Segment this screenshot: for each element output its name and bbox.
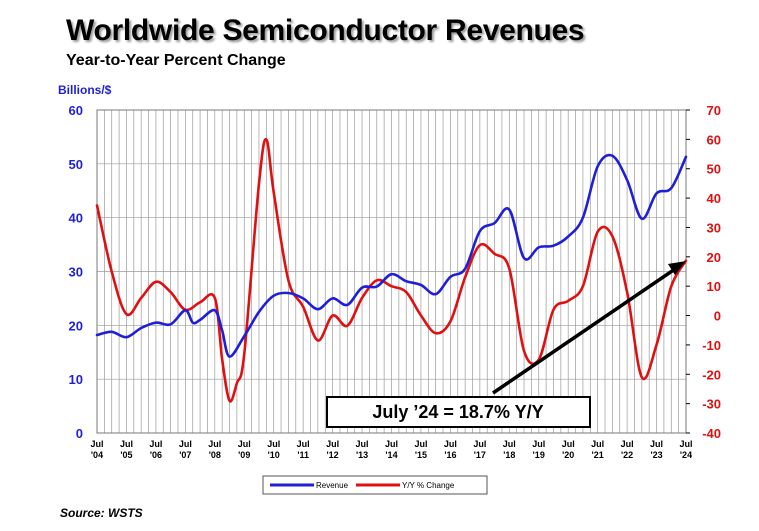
left-tick-label: 0 — [76, 426, 83, 441]
x-tick-month: Jul — [90, 439, 103, 449]
x-tick-year: '16 — [444, 450, 456, 460]
x-tick-month: Jul — [356, 439, 369, 449]
x-tick-year: '14 — [385, 450, 397, 460]
x-tick-year: '11 — [297, 450, 309, 460]
x-tick-month: Jul — [238, 439, 251, 449]
x-tick-year: '20 — [562, 450, 574, 460]
right-tick-label: 10 — [707, 279, 721, 294]
x-tick-month: Jul — [326, 439, 339, 449]
x-tick-month: Jul — [385, 439, 398, 449]
annotation-arrow-head — [668, 261, 686, 275]
x-tick-year: '21 — [592, 450, 604, 460]
x-tick-year: '10 — [268, 450, 280, 460]
x-tick-year: '07 — [179, 450, 191, 460]
x-tick-month: Jul — [297, 439, 310, 449]
x-tick-year: '22 — [621, 450, 633, 460]
left-tick-label: 50 — [69, 157, 83, 172]
x-tick-year: '18 — [503, 450, 515, 460]
left-axis-ticks: 0 10 20 30 40 50 60 — [69, 103, 83, 441]
x-tick-year: '17 — [474, 450, 486, 460]
x-tick-year: '23 — [650, 450, 662, 460]
series-layer — [95, 138, 688, 403]
annotation: July ’24 = 18.7% Y/Y — [326, 261, 686, 428]
x-tick-month: Jul — [562, 439, 575, 449]
right-tick-label: 70 — [707, 103, 721, 118]
left-tick-label: 10 — [69, 372, 83, 387]
right-tick-label: -30 — [702, 397, 721, 412]
annotation-arrow-line — [492, 265, 679, 395]
source-note: Source: WSTS — [60, 506, 143, 520]
left-tick-label: 60 — [69, 103, 83, 118]
x-tick-year: '06 — [150, 450, 162, 460]
x-tick-month: Jul — [532, 439, 545, 449]
x-tick-month: Jul — [650, 439, 663, 449]
right-tick-label: -20 — [702, 367, 721, 382]
plot-frame — [96, 109, 687, 434]
chart-subtitle: Year-to-Year Percent Change — [66, 52, 286, 69]
right-tick-label: -10 — [702, 338, 721, 353]
x-tick-year: '24 — [680, 450, 692, 460]
x-tick-month: Jul — [621, 439, 634, 449]
x-axis-ticks: Jul'04Jul'05Jul'06Jul'07Jul'08Jul'09Jul'… — [90, 439, 692, 460]
x-tick-month: Jul — [444, 439, 457, 449]
right-tick-label: 30 — [707, 220, 721, 235]
grid-lines — [96, 109, 687, 434]
right-tick-label: 0 — [714, 309, 721, 324]
left-tick-label: 20 — [69, 318, 83, 333]
right-tick-label: 40 — [707, 191, 721, 206]
chart-title: Worldwide Semiconductor Revenues — [66, 14, 585, 47]
x-tick-month: Jul — [679, 439, 692, 449]
annotation-box — [326, 396, 591, 428]
series-line-yoy — [95, 138, 688, 403]
x-tick-month: Jul — [149, 439, 162, 449]
left-tick-label: 40 — [69, 211, 83, 226]
annotation-text: July ’24 = 18.7% Y/Y — [372, 402, 543, 422]
legend: Revenue Y/Y % Change — [262, 475, 488, 495]
x-tick-year: '19 — [533, 450, 545, 460]
x-tick-month: Jul — [179, 439, 192, 449]
x-tick-month: Jul — [208, 439, 221, 449]
legend-label-revenue: Revenue — [316, 481, 349, 490]
legend-label-yoy: Y/Y % Change — [402, 481, 455, 490]
right-tick-label: 50 — [707, 162, 721, 177]
x-tick-month: Jul — [267, 439, 280, 449]
right-tick-label: 60 — [707, 132, 721, 147]
x-tick-month: Jul — [503, 439, 516, 449]
left-axis-label: Billions/$ — [58, 83, 112, 97]
right-tick-label: -40 — [702, 426, 721, 441]
right-axis-ticks: -40 -30 -20 -10 0 10 20 30 40 50 60 70 — [686, 103, 721, 441]
x-tick-month: Jul — [473, 439, 486, 449]
left-tick-label: 30 — [69, 265, 83, 280]
x-tick-month: Jul — [120, 439, 133, 449]
x-tick-year: '05 — [120, 450, 132, 460]
x-tick-year: '08 — [209, 450, 221, 460]
x-tick-year: '12 — [327, 450, 339, 460]
x-tick-year: '04 — [91, 450, 103, 460]
x-tick-year: '09 — [238, 450, 250, 460]
right-tick-label: 20 — [707, 250, 721, 265]
x-tick-year: '15 — [415, 450, 427, 460]
x-tick-month: Jul — [414, 439, 427, 449]
x-tick-month: Jul — [591, 439, 604, 449]
x-tick-year: '13 — [356, 450, 368, 460]
series-line-revenue — [95, 153, 688, 358]
